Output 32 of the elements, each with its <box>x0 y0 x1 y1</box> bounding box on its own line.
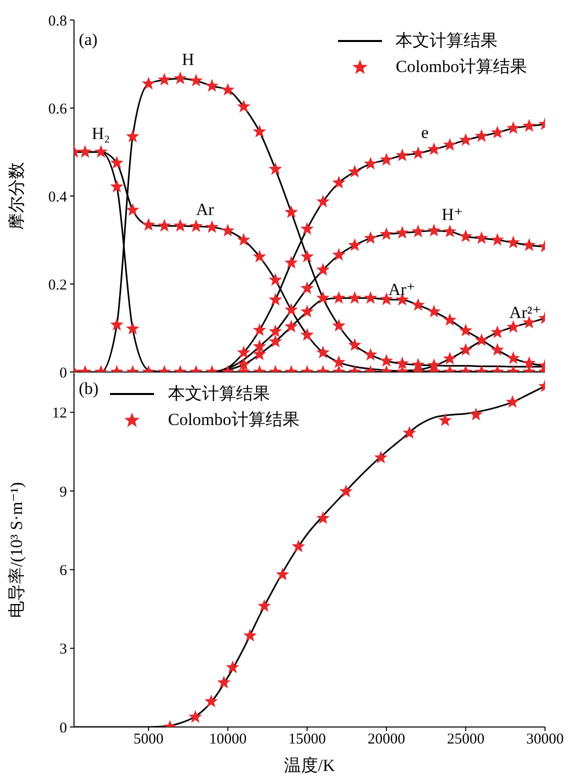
legend-label: 本文计算结果 <box>168 383 270 405</box>
y-tick-label: 3 <box>60 642 67 658</box>
legend-label: 本文计算结果 <box>396 30 498 52</box>
annotation: H <box>182 50 194 70</box>
annotation: H⁺ <box>442 205 463 225</box>
legend-label: Colombo计算结果 <box>168 409 300 431</box>
x-tick-label: 25000 <box>446 732 484 748</box>
x-tick-label: 30000 <box>526 732 564 748</box>
annotation: Ar⁺ <box>388 280 416 300</box>
y-axis-title: 摩尔分数 <box>7 162 26 230</box>
annotation: (a) <box>78 30 98 50</box>
x-tick-label: 5000 <box>134 732 164 748</box>
y-tick-label: 6 <box>60 562 68 579</box>
y-tick-label: 0.8 <box>48 13 67 30</box>
y-tick-label: 0.4 <box>48 189 68 206</box>
x-tick-label: 15000 <box>288 732 326 748</box>
y-tick-label: 0.6 <box>48 101 68 118</box>
y-tick-label: 12 <box>52 406 67 422</box>
x-tick-label: 20000 <box>368 732 406 748</box>
annotation: H₂ <box>92 124 110 144</box>
y-tick-label: 0 <box>60 720 67 736</box>
x-tick-label: 10000 <box>209 732 247 748</box>
y-tick-label: 0 <box>60 365 67 382</box>
annotation: e <box>421 122 429 143</box>
y-tick-label: 0.2 <box>48 277 67 294</box>
annotation: Ar²⁺ <box>509 302 542 323</box>
annotation: (b) <box>78 378 99 399</box>
y-tick-label: 9 <box>60 484 67 500</box>
legend-label: Colombo计算结果 <box>396 56 527 78</box>
y-axis-title: 电导率/(10³ S·m⁻¹) <box>7 482 26 618</box>
annotation: Ar <box>196 200 214 220</box>
x-axis-title: 温度/K <box>284 756 336 775</box>
